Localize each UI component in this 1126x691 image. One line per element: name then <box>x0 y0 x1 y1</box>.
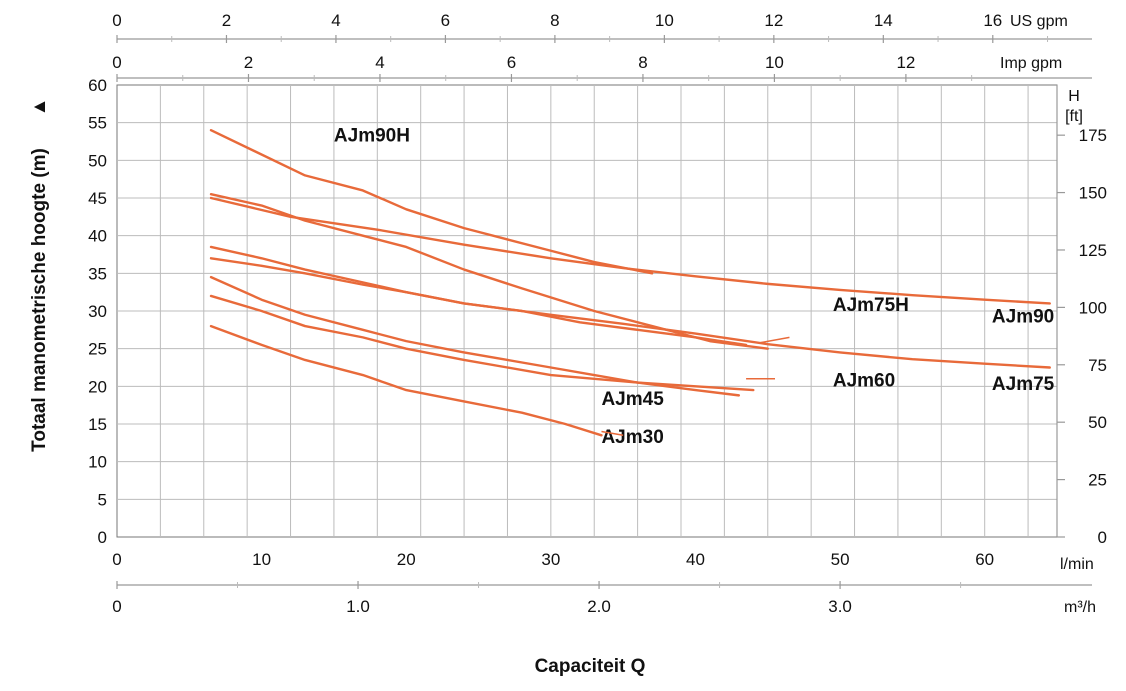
y-tick-label: 40 <box>88 227 107 246</box>
us-gpm-tick-label: 10 <box>655 11 674 30</box>
ft-tick-label: 0 <box>1098 528 1107 547</box>
y-tick-label: 50 <box>88 151 107 170</box>
label-leader <box>760 336 790 344</box>
x-tick-label: 50 <box>831 550 850 569</box>
curve-label-ajm45: AJm45 <box>601 389 664 410</box>
series-group <box>209 128 1051 437</box>
ft-tick-label: 150 <box>1079 184 1107 203</box>
ft-tick-label: 125 <box>1079 241 1107 260</box>
x-axis-title: Capaciteit Q <box>535 656 646 677</box>
curve-labels: AJm90H AJm90 AJm75H AJm75 AJm60 AJm45 AJm30 <box>334 126 1055 448</box>
curve-label-ajm30: AJm30 <box>601 427 663 448</box>
y-tick-label: 25 <box>88 340 107 359</box>
x-tick-label: 30 <box>541 550 560 569</box>
ft-tick-label: 50 <box>1088 413 1107 432</box>
curve-ajm90 <box>209 196 1051 305</box>
x-unit-label: l/min <box>1060 556 1094 573</box>
curve-label-ajm90h: AJm90H <box>334 126 410 147</box>
ft-unit-top: H <box>1068 88 1080 105</box>
label-leader <box>601 430 624 437</box>
imp-gpm-tick-label: 12 <box>896 53 915 72</box>
m3h-tick-label: 3.0 <box>828 597 852 616</box>
imp-gpm-tick-label: 4 <box>375 53 384 72</box>
y-tick-label: 30 <box>88 302 107 321</box>
imp-gpm-tick-label: 6 <box>507 53 516 72</box>
y-tick-label: 55 <box>88 114 107 133</box>
ft-tick-label: 75 <box>1088 356 1107 375</box>
us-gpm-tick-label: 4 <box>331 11 340 30</box>
us-gpm-tick-label: 12 <box>764 11 783 30</box>
y-tick-label: 60 <box>88 76 107 95</box>
us-gpm-tick-label: 2 <box>222 11 231 30</box>
x-tick-label: 60 <box>975 550 994 569</box>
y-axis-title: Totaal manometrische hoogte (m) <box>29 148 50 452</box>
x-tick-label: 10 <box>252 550 271 569</box>
imp-gpm-tick-label: 0 <box>112 53 121 72</box>
ft-unit: [ft] <box>1065 108 1083 125</box>
us-gpm-tick-label: 8 <box>550 11 559 30</box>
ft-tick-label: 175 <box>1079 126 1107 145</box>
m3h-tick-label: 1.0 <box>346 597 370 616</box>
x-tick-label: 0 <box>112 550 121 569</box>
m3h-unit: m³/h <box>1064 599 1096 616</box>
curve-label-ajm75h: AJm75H <box>833 295 909 316</box>
ft-tick-label: 25 <box>1088 471 1107 490</box>
ft-tick-label: 100 <box>1079 298 1107 317</box>
y-tick-label: 35 <box>88 264 107 283</box>
curve-label-ajm90: AJm90 <box>992 306 1054 327</box>
imp-gpm-tick-label: 10 <box>765 53 784 72</box>
m3h-tick-label: 0 <box>112 597 121 616</box>
y-tick-label: 10 <box>88 453 107 472</box>
curve-ajm90h <box>209 128 654 275</box>
imp-gpm-tick-label: 2 <box>244 53 253 72</box>
curve-label-ajm75: AJm75 <box>992 374 1055 395</box>
us-gpm-tick-label: 6 <box>441 11 450 30</box>
imp-gpm-tick-label: 8 <box>638 53 647 72</box>
y-tick-label: 5 <box>98 490 107 509</box>
y-tick-label: 15 <box>88 415 107 434</box>
curve-ajm75 <box>209 245 1051 369</box>
x-tick-label: 40 <box>686 550 705 569</box>
y-tick-label: 0 <box>98 528 107 547</box>
us-gpm-unit: US gpm <box>1010 13 1068 30</box>
curve-ajm45b <box>209 294 755 392</box>
us-gpm-tick-label: 16 <box>983 11 1002 30</box>
us-gpm-tick-label: 14 <box>874 11 893 30</box>
imp-gpm-unit: Imp gpm <box>1000 55 1062 72</box>
y-tick-label: 20 <box>88 377 107 396</box>
us-gpm-tick-label: 0 <box>112 11 121 30</box>
m3h-tick-label: 2.0 <box>587 597 611 616</box>
y-tick-label: 45 <box>88 189 107 208</box>
y-axis-arrow: ▲ <box>29 98 50 117</box>
curve-ajm30 <box>209 324 603 437</box>
curve-label-ajm60: AJm60 <box>833 370 895 391</box>
curve-ajm60 <box>209 257 748 347</box>
x-tick-label: 20 <box>397 550 416 569</box>
